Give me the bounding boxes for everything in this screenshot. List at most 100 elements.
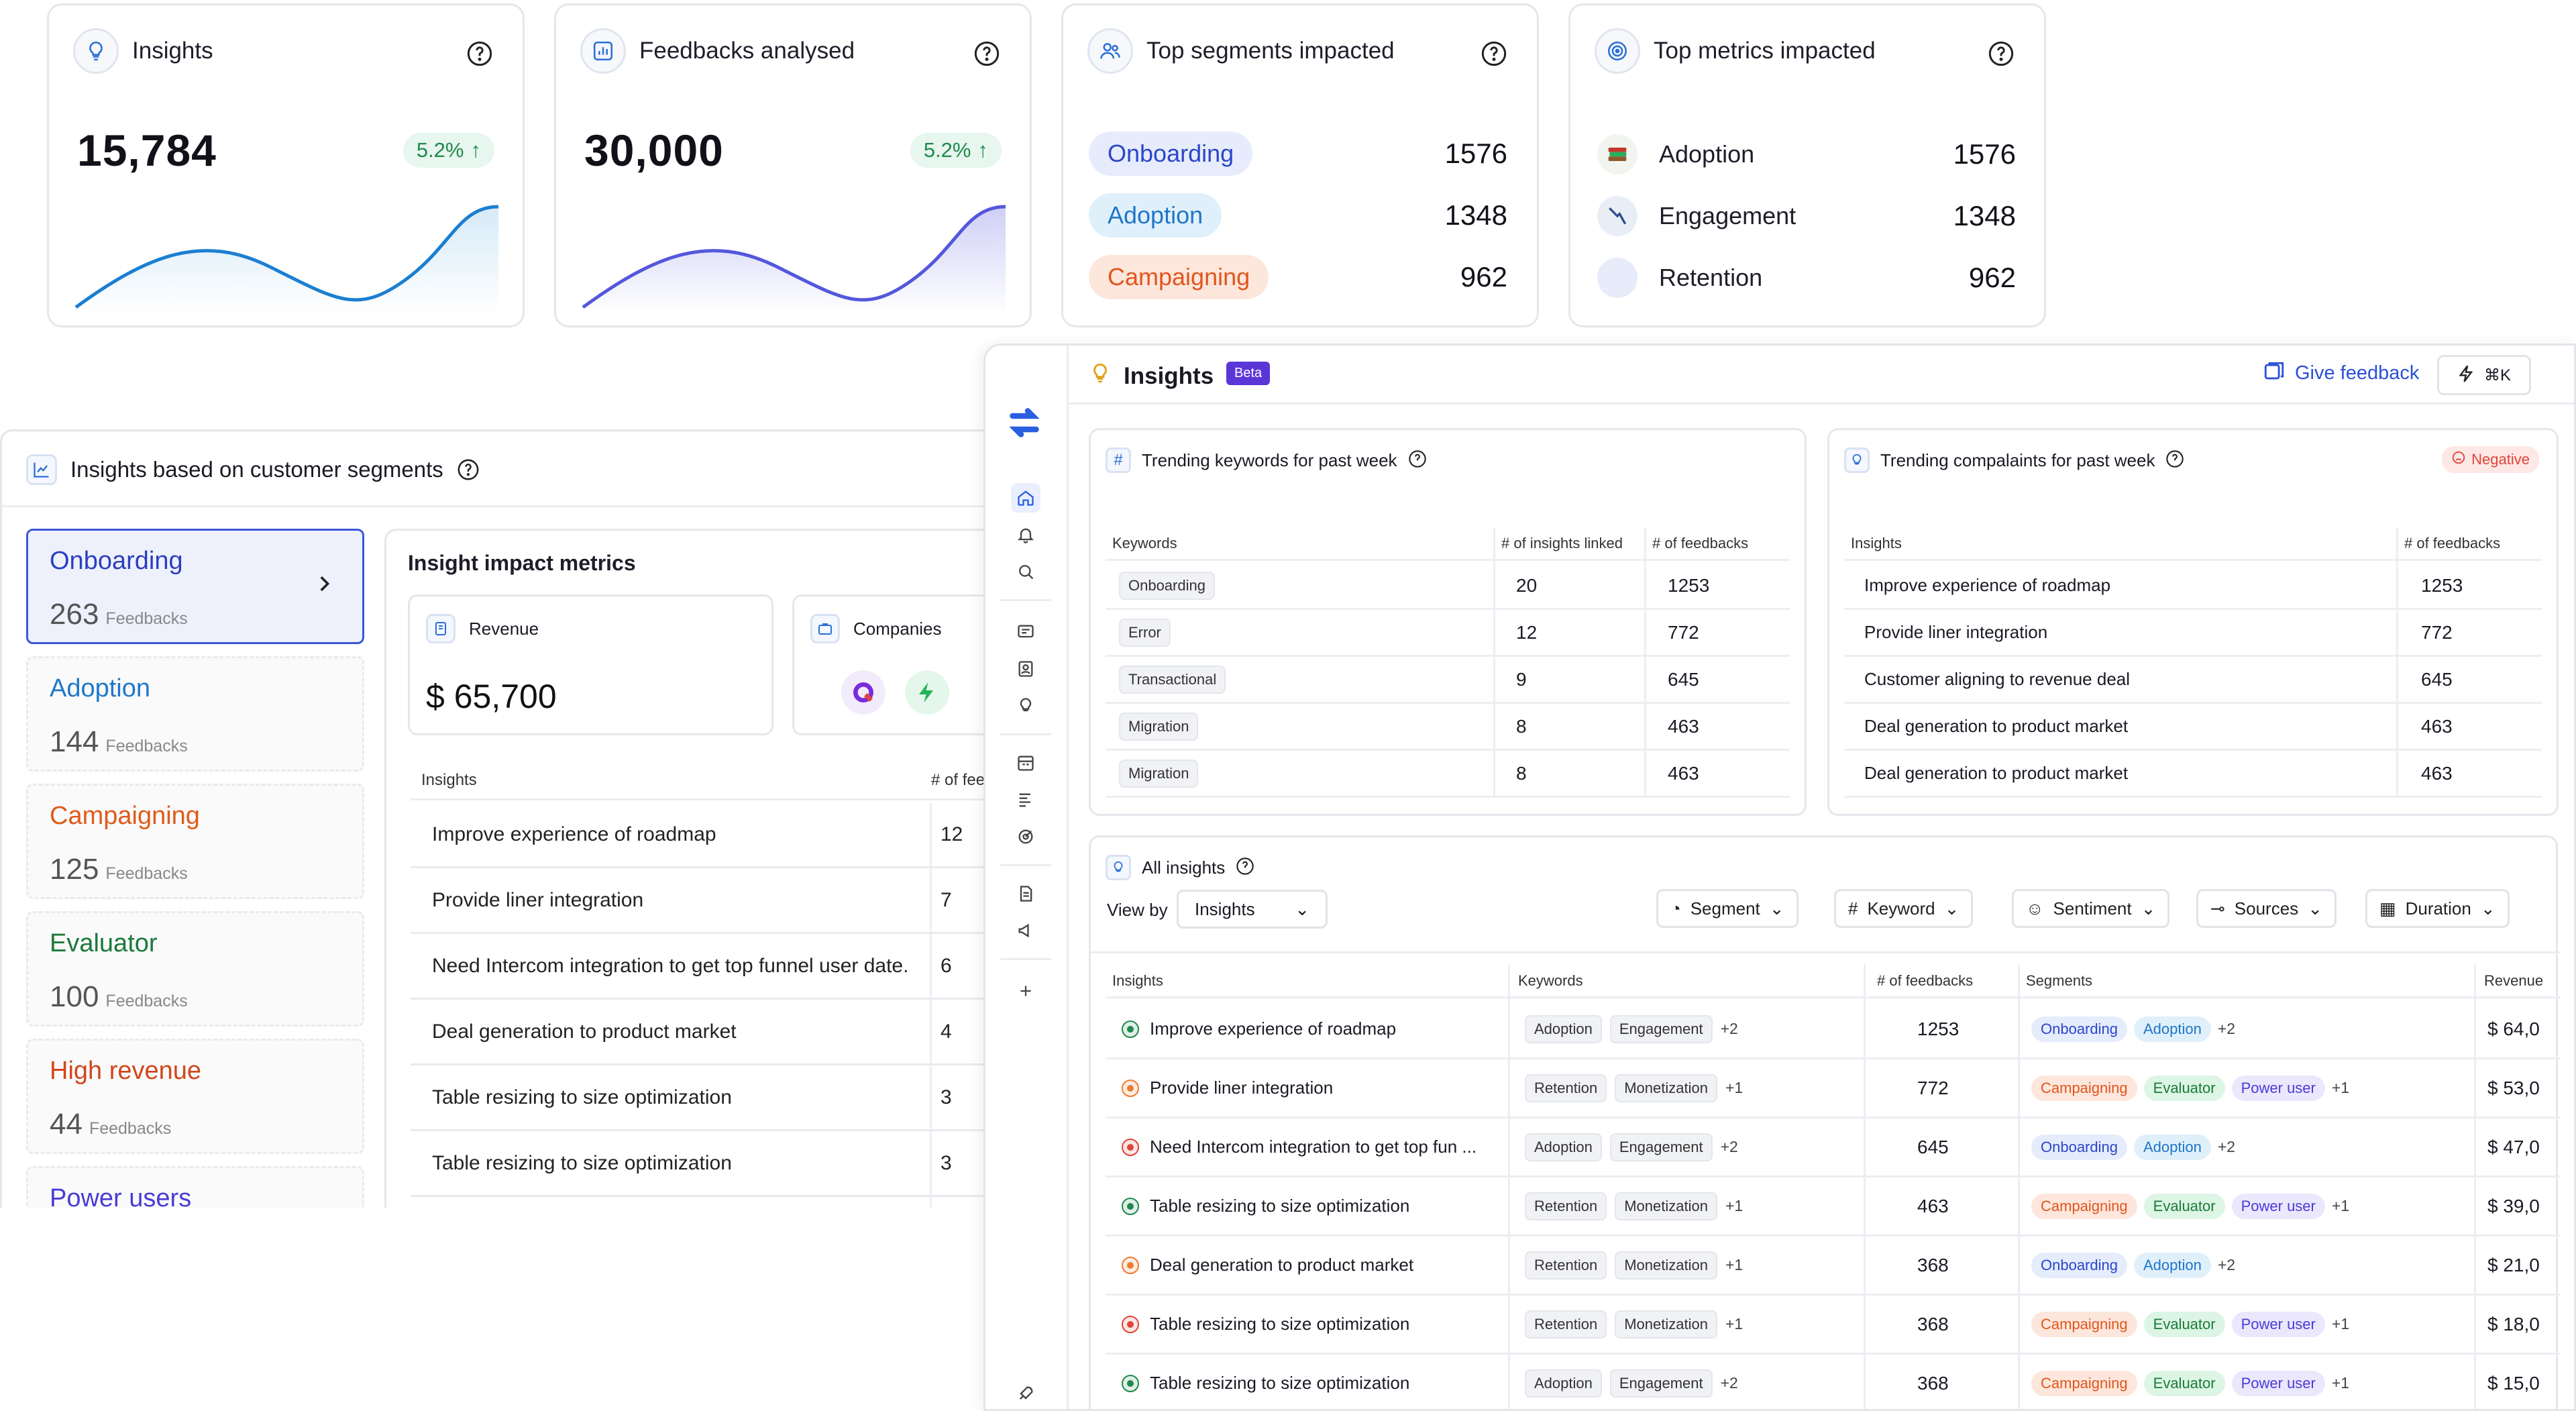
table-row[interactable]: Deal generation to product market 4 [411,1000,1006,1065]
segment-tag[interactable]: Campaigning [2031,1370,2137,1396]
table-row[interactable]: Table resizing to size optimization 3 [411,1065,1006,1131]
segment-tag[interactable]: Evaluator [2143,1370,2225,1396]
segment-tag[interactable]: Power user [2231,1370,2325,1396]
bell-icon[interactable] [1011,520,1040,550]
segment-tag[interactable]: Power user [2231,1311,2325,1337]
segment-item-power-users[interactable]: Power users [26,1166,364,1208]
plus-icon[interactable] [1011,976,1040,1006]
segment-tag[interactable]: Onboarding [2031,1016,2127,1042]
table-row[interactable]: Improve experience of roadmap Adoption Eng… [1106,1000,2560,1059]
segment-tag[interactable]: Power user [2231,1193,2325,1219]
target-icon[interactable] [1011,822,1040,851]
give-feedback-button[interactable]: Give feedback [2263,360,2419,386]
calendar-icon[interactable] [1011,748,1040,778]
contact-icon[interactable] [1011,654,1040,684]
home-icon[interactable] [1011,483,1040,513]
help-icon[interactable] [2165,450,2184,472]
segment-tag[interactable]: Onboarding [2031,1134,2127,1160]
segment-tag[interactable]: Adoption [2133,1016,2211,1042]
help-icon[interactable] [1236,857,1254,879]
help-icon[interactable] [466,40,493,70]
keyword-chip[interactable]: Monetization [1615,1192,1717,1220]
help-icon[interactable] [1408,450,1427,472]
keyword-chip[interactable]: Retention [1525,1074,1607,1102]
keyword-chip[interactable]: Monetization [1615,1074,1717,1102]
keyword-chip[interactable]: Retention [1525,1251,1607,1279]
document-icon[interactable] [1011,879,1040,908]
message-icon[interactable] [1011,617,1040,647]
keyword-chip[interactable]: Retention [1525,1192,1607,1220]
table-row[interactable]: Provide liner integration 772 [1844,610,2542,657]
keyword-chip[interactable]: Adoption [1525,1369,1602,1398]
segment-item-adoption[interactable]: Adoption 144 Feedbacks [26,656,364,772]
table-row[interactable]: Migration 8 463 [1106,751,1790,798]
table-row[interactable]: Deal generation to product market 463 [1844,751,2542,798]
table-row[interactable]: Error 12 772 [1106,610,1790,657]
segment-item-onboarding[interactable]: Onboarding 263 Feedbacks [26,529,364,644]
help-icon[interactable] [1988,40,2015,70]
arrow-up-icon: ↑ [470,138,482,162]
segment-tag[interactable]: Evaluator [2143,1075,2225,1101]
table-row[interactable]: Onboarding 20 1253 [1106,563,1790,610]
keyword-chip[interactable]: Engagement [1609,1369,1713,1398]
duration-filter[interactable]: ▦ Duration ⌄ [2365,889,2510,928]
table-row[interactable]: Table resizing to size optimization Adopt… [1106,1355,2560,1409]
table-row[interactable]: Deal generation to product market 463 [1844,704,2542,751]
table-row[interactable]: Provide liner integration 7 [411,868,1006,934]
search-icon[interactable] [1011,557,1040,586]
table-row[interactable]: Transactional 9 645 [1106,657,1790,704]
keyword-chip[interactable]: Retention [1525,1310,1607,1339]
segment-tag[interactable]: Evaluator [2143,1193,2225,1219]
table-row[interactable]: Improve experience of roadmap 1253 [1844,563,2542,610]
segment-tag[interactable]: Power user [2231,1075,2325,1101]
app-logo-icon[interactable] [1004,403,1044,446]
keyword-chip[interactable]: Adoption [1525,1014,1602,1043]
table-row[interactable]: Table resizing to size optimization Reten… [1106,1296,2560,1355]
segment-item-high-revenue[interactable]: High revenue 44 Feedbacks [26,1039,364,1154]
help-icon[interactable] [457,458,480,481]
segment-tag[interactable]: Evaluator [2143,1311,2225,1337]
table-row[interactable]: Table resizing to size optimization Reten… [1106,1178,2560,1237]
keyword-chip[interactable]: Error [1119,618,1171,647]
table-row[interactable]: Provide liner integration Retention Moneti… [1106,1059,2560,1118]
view-by-select[interactable]: Insights ⌄ [1177,890,1328,929]
segment-item-campaigning[interactable]: Campaigning 125 Feedbacks [26,784,364,899]
segment-item-evaluator[interactable]: Evaluator 100 Feedbacks [26,911,364,1027]
sentiment-filter[interactable]: ☺ Sentiment ⌄ [2012,889,2170,928]
table-row[interactable]: Need Intercom integration to get top fun… [1106,1118,2560,1178]
list-icon[interactable] [1011,785,1040,815]
table-row[interactable]: Table resizing to size optimization 3 [411,1131,1006,1197]
segment-pill[interactable]: Campaigning [1089,255,1269,299]
keyword-chip[interactable]: Monetization [1615,1310,1717,1339]
bulb-icon[interactable] [1011,691,1040,721]
table-row[interactable]: Need Intercom integration to get top fun… [411,934,1006,1000]
segment-tag[interactable]: Campaigning [2031,1193,2137,1219]
help-icon[interactable] [973,40,1000,70]
segment-tag[interactable]: Adoption [2133,1134,2211,1160]
command-menu-button[interactable]: ⌘K [2437,355,2531,395]
segment-filter[interactable]: ◔ Segment ⌄ [1656,889,1799,928]
keyword-chip[interactable]: Monetization [1615,1251,1717,1279]
table-row[interactable]: Migration 8 463 [1106,704,1790,751]
keyword-chip[interactable]: Onboarding [1119,571,1215,600]
help-icon[interactable] [1481,40,1507,70]
segment-pill[interactable]: Onboarding [1089,132,1253,176]
sources-filter[interactable]: ⊸ Sources ⌄ [2196,889,2337,928]
keyword-chip[interactable]: Engagement [1609,1133,1713,1161]
rocket-icon[interactable] [1011,1379,1040,1408]
megaphone-icon[interactable] [1011,916,1040,945]
keyword-chip[interactable]: Adoption [1525,1133,1602,1161]
segment-tag[interactable]: Onboarding [2031,1252,2127,1278]
keyword-chip[interactable]: Transactional [1119,665,1226,694]
keyword-chip[interactable]: Migration [1119,759,1199,788]
segment-pill[interactable]: Adoption [1089,193,1222,238]
segment-tag[interactable]: Adoption [2133,1252,2211,1278]
keyword-chip[interactable]: Engagement [1609,1014,1713,1043]
keyword-chip[interactable]: Migration [1119,712,1199,741]
table-row[interactable]: Improve experience of roadmap 12 [411,802,1006,868]
keyword-filter[interactable]: # Keyword ⌄ [1834,889,1974,928]
table-row[interactable]: Customer aligning to revenue deal 645 [1844,657,2542,704]
table-row[interactable]: Deal generation to product market Retenti… [1106,1237,2560,1296]
segment-tag[interactable]: Campaigning [2031,1075,2137,1101]
segment-tag[interactable]: Campaigning [2031,1311,2137,1337]
